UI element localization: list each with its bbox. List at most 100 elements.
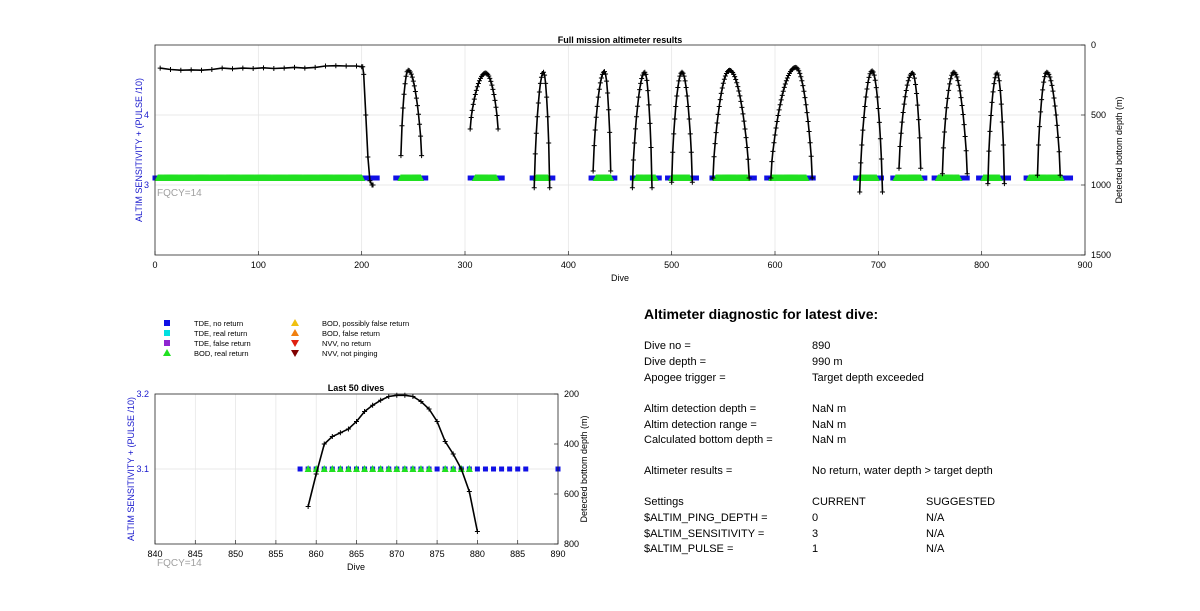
main-bottom-depth-point <box>681 73 687 79</box>
main-bottom-depth-point <box>896 165 902 171</box>
main-bottom-depth-point <box>409 74 415 80</box>
main-ytick-label: 3 <box>144 180 149 190</box>
settings-header: Settings CURRENT SUGGESTED <box>644 496 996 508</box>
main-bottom-depth-point <box>209 67 215 72</box>
small-bottom-depth-point <box>450 451 456 457</box>
main-bottom-depth-point <box>875 106 881 112</box>
main-bottom-depth-point <box>774 119 780 125</box>
legend-label: NVV, no return <box>322 339 371 348</box>
main-bottom-depth-point <box>805 119 811 125</box>
main-bottom-depth-point <box>683 84 689 90</box>
main-ylabel: ALTIM SENSITIVITY + (PULSE /10) <box>134 78 144 222</box>
main-bottom-depth-point <box>411 83 417 89</box>
main-bottom-depth-point <box>292 64 297 70</box>
main-bottom-depth-point <box>370 182 376 188</box>
main-bottom-depth-point <box>998 101 1004 107</box>
main-bottom-depth-point <box>991 81 997 87</box>
legend-label: BOD, real return <box>194 349 249 358</box>
main-bottom-depth-point <box>776 107 782 113</box>
small-tde-no-return-point <box>434 466 440 472</box>
main-bottom-depth-point <box>493 104 499 110</box>
main-bottom-depth-point <box>744 145 750 151</box>
main-bod-real-return-point <box>358 174 366 181</box>
main-bottom-depth-point <box>684 93 690 99</box>
small-tde-no-return-point <box>507 466 513 472</box>
main-bottom-depth-point <box>988 113 994 119</box>
main-bottom-depth-point <box>963 148 969 154</box>
main-bottom-depth-point <box>635 103 641 109</box>
main-y2tick-label: 1000 <box>1091 180 1111 190</box>
main-bottom-depth-point <box>1000 142 1006 148</box>
main-tde-no-return-point <box>964 175 970 181</box>
main-bottom-depth-point <box>799 78 805 84</box>
main-bottom-depth-point <box>418 133 424 139</box>
main-bottom-depth-arc <box>987 71 1006 184</box>
main-bottom-depth-point <box>1039 97 1045 103</box>
main-bottom-depth-point <box>598 75 604 81</box>
main-bottom-depth-point <box>323 63 328 69</box>
main-bottom-depth-point <box>772 132 778 138</box>
main-bottom-depth-point <box>240 65 246 71</box>
small-bod-real-return-point <box>449 465 457 472</box>
small-y2tick-label: 200 <box>564 389 579 399</box>
main-y2tick-label: 500 <box>1091 110 1106 120</box>
small-bottom-depth-point <box>378 397 384 403</box>
main-bottom-depth-point <box>867 71 873 77</box>
main-bottom-depth-point <box>590 168 596 174</box>
main-bottom-depth-point <box>743 135 749 141</box>
main-bottom-depth-point <box>1054 122 1060 128</box>
main-bottom-depth-point <box>958 95 964 101</box>
main-bottom-depth-point <box>188 67 194 73</box>
main-bottom-depth-arc <box>898 72 922 169</box>
small-bottom-depth-point <box>305 504 311 509</box>
small-tde-no-return-point <box>515 466 521 472</box>
main-bottom-depth-point <box>871 72 877 78</box>
main-bottom-depth-point <box>407 69 413 75</box>
main-bottom-depth-point <box>949 72 955 78</box>
main-bottom-depth-arc <box>941 71 968 174</box>
main-bottom-depth-point <box>866 74 872 80</box>
main-bottom-depth-point <box>673 103 679 109</box>
main-bottom-depth-point <box>488 78 494 84</box>
main-bottom-depth-point <box>800 83 806 89</box>
small-xtick-label: 855 <box>268 549 283 559</box>
main-bottom-depth-point <box>780 88 786 94</box>
main-bottom-depth-point <box>1036 142 1041 148</box>
small-bod-real-return-point <box>441 465 449 472</box>
main-bottom-depth-point <box>671 131 677 137</box>
main-bottom-depth-point <box>807 140 813 146</box>
main-bottom-depth-point <box>962 133 968 139</box>
diag-row-detection-depth: Altim detection depth = NaN m <box>644 403 847 415</box>
main-bottom-depth-point <box>777 102 783 108</box>
main-bottom-depth-point <box>367 178 373 184</box>
main-title: Full mission altimeter results <box>558 35 683 45</box>
diag-row-dive-no: Dive no = 890 <box>644 340 831 352</box>
main-bottom-depth-point <box>365 154 371 160</box>
main-bottom-depth-point <box>864 86 870 92</box>
main-tde-no-return-point <box>499 175 505 181</box>
setting-altim-sensitivity: $ALTIM_SENSITIVITY = 3 N/A <box>644 528 945 540</box>
small-tde-no-return-point <box>523 466 529 472</box>
main-bottom-depth-point <box>742 126 748 132</box>
main-bottom-depth-arc <box>592 70 612 172</box>
main-bottom-depth-point <box>939 171 945 177</box>
main-bottom-depth-point <box>961 122 967 128</box>
small-bottom-depth-point <box>402 392 408 398</box>
small-bod-real-return-point <box>304 465 312 472</box>
main-bottom-depth-point <box>489 82 495 88</box>
small-xtick-label: 860 <box>309 549 324 559</box>
small-bottom-depth-point <box>354 419 359 424</box>
main-bottom-depth-arc <box>712 69 750 179</box>
main-bottom-depth-point <box>486 73 492 79</box>
small-bod-real-return-point <box>425 465 433 472</box>
main-bottom-depth-point <box>769 159 775 165</box>
main-bottom-depth-point <box>899 119 905 125</box>
main-xtick-label: 0 <box>152 260 157 270</box>
small-bod-real-return-point <box>401 465 409 472</box>
diag-row-detection-range: Altim detection range = NaN m <box>644 419 847 431</box>
main-bottom-depth-point <box>953 71 959 77</box>
main-bottom-depth-arc <box>670 71 694 183</box>
main-bod-real-return-point <box>607 174 615 181</box>
main-bottom-depth-point <box>685 103 691 109</box>
main-bottom-depth-point <box>722 73 728 79</box>
